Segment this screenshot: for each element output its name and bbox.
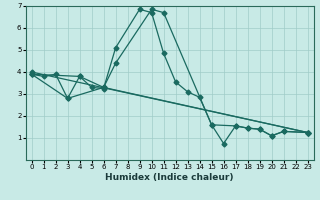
X-axis label: Humidex (Indice chaleur): Humidex (Indice chaleur)	[105, 173, 234, 182]
